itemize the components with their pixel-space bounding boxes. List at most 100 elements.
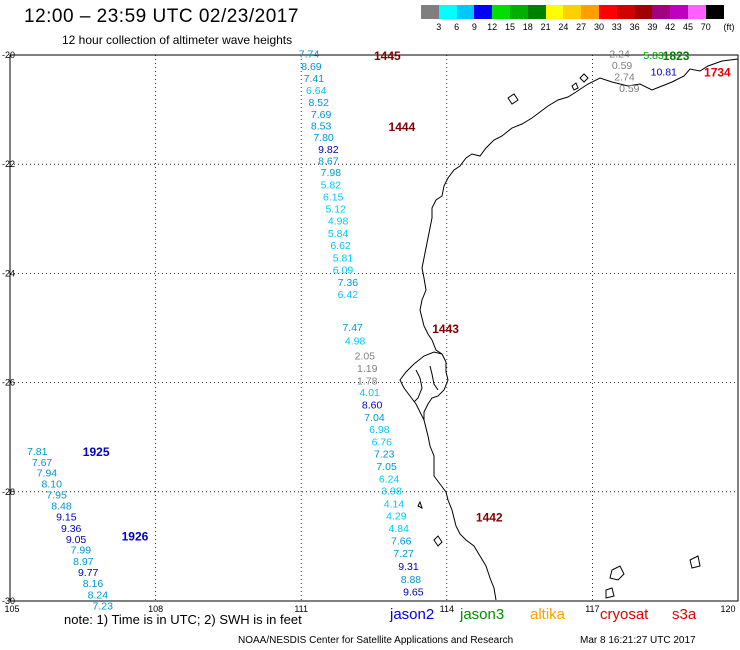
lat-tick-label: -26 (2, 378, 15, 388)
wave-height-value: 7.41 (304, 73, 325, 85)
lat-tick-label: -30 (2, 596, 15, 606)
pass-labels: 1445 1444 1443 1442 1823 1734 1925 1926 (83, 49, 731, 543)
wave-height-value: 9.15 (56, 511, 77, 523)
page-title: 12:00 – 23:59 UTC 02/23/2017 (24, 6, 299, 27)
color-scale-tick: 18 (522, 22, 533, 32)
wave-height-value: 6.76 (372, 437, 393, 449)
inland-lake-3 (689, 555, 701, 569)
color-swatch (634, 5, 653, 19)
lat-tick-label: -24 (2, 268, 15, 278)
wave-height-value: 7.66 (391, 535, 412, 547)
wave-height-value: 9.77 (78, 567, 99, 579)
island-1 (507, 93, 519, 105)
color-scale-unit: (ft) (723, 22, 735, 32)
inland-lake-2 (605, 587, 615, 599)
wave-height-value: 0.59 (612, 60, 633, 72)
color-scale-tick: 21 (540, 22, 551, 32)
pass-time-label: 1444 (389, 120, 416, 134)
australia-west-coastline (419, 58, 739, 601)
wave-height-value: 9.36 (61, 523, 82, 535)
wave-height-value: 7.23 (374, 449, 395, 461)
color-scale-labels: 3 6 9 12 15 18 21 24 27 30 33 36 39 42 45 70 (ft) (421, 22, 740, 34)
color-scale-bar (421, 5, 724, 19)
color-scale-tick: 27 (576, 22, 587, 32)
pass-time-label: 1442 (476, 510, 503, 524)
wave-height-value: 8.10 (42, 479, 63, 491)
wave-height-value: 4.01 (359, 387, 380, 399)
inland-lake-1 (609, 565, 625, 581)
satellite-legend-item: cryosat (600, 606, 649, 623)
color-swatch (421, 5, 439, 19)
wave-height-value: 1.78 (357, 375, 378, 387)
color-scale-tick: 30 (593, 22, 605, 32)
shark-bay-peninsula (399, 351, 443, 421)
wave-height-value: 7.99 (71, 545, 92, 557)
wave-height-value: 2.24 (609, 48, 630, 60)
wave-height-value: 7.81 (27, 446, 48, 458)
credit-text: NOAA/NESDIS Center for Satellite Applica… (238, 635, 514, 646)
lon-tick-label: 108 (148, 604, 163, 614)
lon-tick-label: 114 (440, 604, 454, 614)
color-swatch (652, 5, 671, 19)
footnote: note: 1) Time is in UTC; 2) SWH is in fe… (64, 612, 302, 627)
color-swatch (705, 5, 724, 19)
island-4 (433, 535, 443, 547)
color-swatch (670, 5, 688, 19)
island-3 (571, 82, 579, 91)
wave-height-value: 7.36 (338, 277, 359, 289)
wave-height-value: 4.29 (386, 510, 407, 522)
color-swatch (616, 5, 635, 19)
wave-height-value: 7.47 (342, 322, 363, 334)
wave-height-value: 5.83 (643, 50, 664, 62)
wave-height-value: 0.59 (619, 83, 640, 95)
pass-time-label: 1443 (432, 322, 459, 336)
island-5 (417, 500, 423, 509)
wave-height-value: 9.65 (403, 587, 424, 599)
wave-height-value: 8.52 (308, 97, 329, 109)
wave-height-value: 7.95 (46, 490, 67, 502)
color-scale-tick: 9 (471, 22, 477, 32)
wave-height-value: 8.60 (362, 399, 383, 411)
pass-time-label: 1445 (374, 49, 401, 63)
wave-height-value: 8.67 (318, 155, 339, 167)
axis-labels: 105 108 111 114 117 120 -20 -22 -24 -26 -28 -30 (2, 50, 736, 614)
coastline (399, 58, 739, 601)
lon-tick-label: 117 (585, 604, 599, 614)
wave-height-value: 10.81 (651, 66, 677, 78)
wave-height-value: 5.82 (321, 179, 342, 191)
wave-height-value: 6.62 (330, 240, 351, 252)
lat-tick-label: -20 (2, 50, 15, 60)
wave-height-value: 8.69 (301, 61, 322, 73)
color-swatch (456, 5, 475, 19)
pass-time-label: 1926 (122, 529, 149, 543)
color-scale-tick: 6 (454, 22, 460, 32)
wave-height-value: 4.84 (389, 523, 410, 535)
color-scale-tick: 3 (436, 22, 442, 32)
wave-height-value: 5.84 (328, 228, 349, 240)
wave-height-value: 9.05 (66, 534, 87, 546)
wave-height-value: 8.53 (311, 120, 332, 132)
wave-height-value: 8.88 (401, 574, 422, 586)
color-scale-tick: 33 (611, 22, 622, 32)
wave-height-value: 4.98 (328, 215, 349, 227)
wave-height-value: 8.24 (88, 589, 109, 601)
pass-time-label: 1925 (83, 445, 110, 459)
wave-height-value: 2.74 (614, 71, 635, 83)
lat-tick-label: -22 (2, 159, 15, 169)
wave-height-value: 2.05 (355, 350, 376, 362)
wave-height-value: 9.82 (318, 144, 339, 156)
timestamp-text: Mar 8 16:21:27 UTC 2017 (580, 635, 696, 646)
color-swatch (474, 5, 493, 19)
island-2 (579, 73, 589, 83)
color-scale-tick: 24 (558, 22, 569, 32)
wave-height-value: 6.09 (333, 265, 354, 277)
wave-height-value: 4.98 (345, 336, 366, 348)
wave-height-value: 8.97 (73, 556, 94, 568)
lat-tick-label: -28 (2, 487, 15, 497)
wave-height-value: 7.67 (32, 457, 53, 469)
lon-tick-label: 105 (4, 604, 19, 614)
color-swatch (581, 5, 599, 19)
wave-height-value: 7.69 (311, 109, 332, 121)
wave-height-value: 7.05 (376, 461, 397, 473)
